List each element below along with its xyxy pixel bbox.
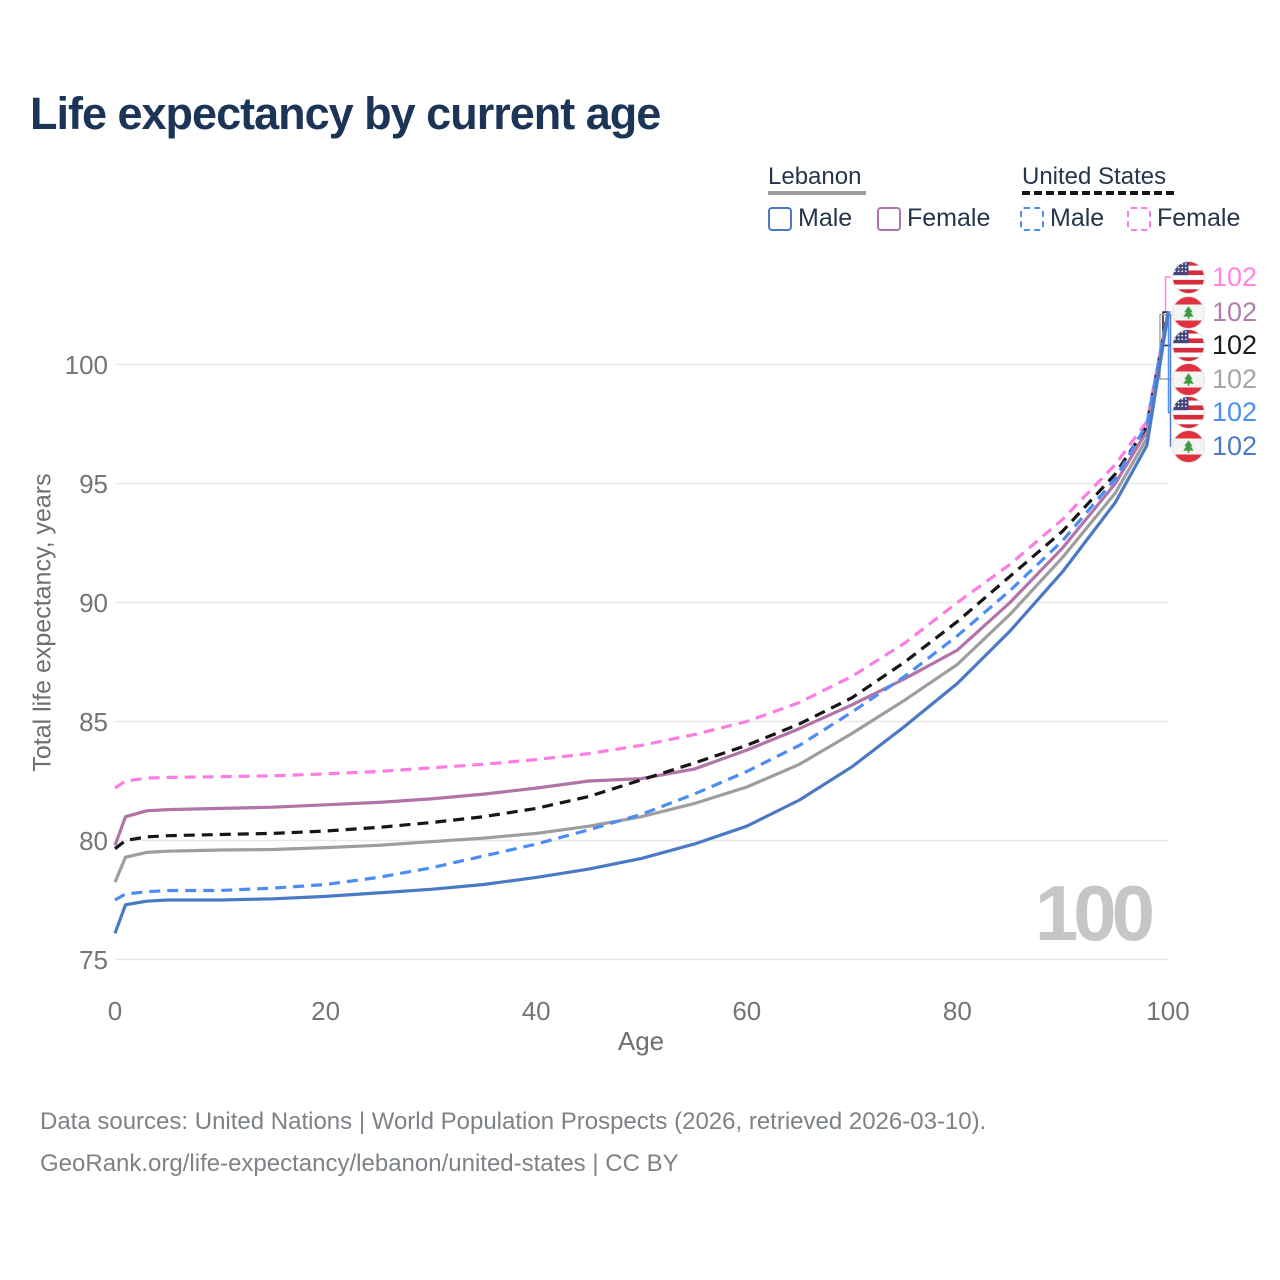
legend-label: Female <box>1157 204 1241 232</box>
y-tick-label: 75 <box>79 944 108 975</box>
end-value-label: 102 <box>1212 363 1258 394</box>
series-lebanon-both-sexes <box>113 314 1170 883</box>
legend-group-title-united-states: United States <box>1022 163 1167 190</box>
lebanon-female-swatch-icon <box>877 206 901 231</box>
legend-label: Male <box>1050 204 1105 232</box>
x-tick-label: 40 <box>521 996 551 1026</box>
y-tick-label: 100 <box>64 349 108 380</box>
end-value-label: 102 <box>1212 261 1258 292</box>
data-sources-text: Data sources: United Nations | World Pop… <box>40 1108 987 1135</box>
attribution-text: GeoRank.org/life-expectancy/lebanon/unit… <box>40 1150 679 1177</box>
x-tick-label: 80 <box>942 996 972 1026</box>
x-tick-label: 100 <box>1146 996 1190 1026</box>
end-value-label: 102 <box>1212 330 1258 360</box>
lebanon-flag-icon <box>1172 362 1205 396</box>
series-united-states-male <box>114 311 1170 902</box>
legend-item-us-male[interactable]: Male <box>1020 204 1104 233</box>
end-value-row: 102 <box>1172 429 1258 463</box>
legend-label: Female <box>907 204 991 232</box>
x-axis-title: Age <box>617 1026 665 1056</box>
series-lebanon-male <box>113 314 1170 934</box>
us-male-swatch-icon <box>1020 206 1044 231</box>
us-flag-icon <box>1172 329 1205 362</box>
end-value-row: 102 <box>1172 329 1257 362</box>
end-value-label: 102 <box>1212 430 1258 461</box>
lebanon-flag-icon <box>1172 295 1205 329</box>
legend-underline-united-states <box>1022 191 1174 195</box>
leader-line <box>1162 311 1171 347</box>
leader-line <box>1168 313 1172 447</box>
end-value-label: 102 <box>1212 296 1258 327</box>
us-female-swatch-icon <box>1127 206 1151 231</box>
legend-item-lebanon-male[interactable]: Male <box>768 204 852 233</box>
y-tick-label: 95 <box>79 468 108 499</box>
series-lebanon-female <box>113 311 1170 846</box>
end-value-row: 102 <box>1172 362 1258 396</box>
lebanon-flag-icon <box>1172 429 1205 463</box>
us-flag-icon <box>1172 260 1205 294</box>
lebanon-male-swatch-icon <box>768 206 792 231</box>
x-tick-label: 60 <box>732 996 762 1026</box>
page-title: Life expectancy by current age <box>30 88 661 139</box>
y-tick-label: 90 <box>79 587 108 618</box>
legend-underline-lebanon <box>768 191 866 195</box>
legend-label: Male <box>798 204 853 232</box>
age-watermark: 100 <box>1034 869 1155 957</box>
legend-item-us-female[interactable]: Female <box>1127 204 1240 233</box>
series-united-states-female <box>114 311 1170 790</box>
end-value-row: 102 <box>1172 396 1257 429</box>
end-value-row: 102 <box>1172 295 1258 329</box>
series-united-states-both-sexes <box>114 311 1170 851</box>
y-tick-label: 85 <box>79 706 108 737</box>
legend-item-lebanon-female[interactable]: Female <box>877 204 990 233</box>
y-tick-label: 80 <box>79 825 108 856</box>
end-value-label: 102 <box>1212 397 1258 427</box>
legend-group-title-lebanon: Lebanon <box>768 163 862 190</box>
end-value-row: 102 <box>1172 260 1258 294</box>
us-flag-icon <box>1172 396 1205 429</box>
x-tick-label: 0 <box>107 996 123 1026</box>
x-tick-label: 20 <box>311 996 341 1026</box>
leader-line <box>1164 276 1171 313</box>
